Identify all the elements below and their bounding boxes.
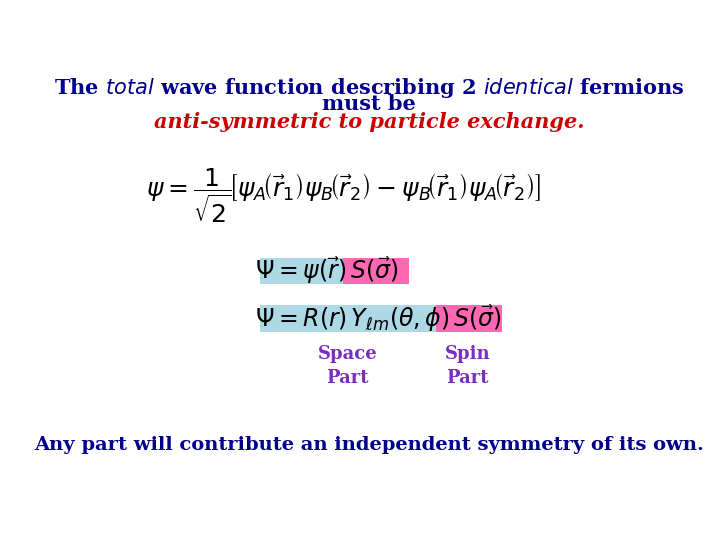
Text: Space
Part: Space Part [318, 346, 378, 387]
Text: $\Psi = R(r)\,Y_{\ell m}(\theta,\phi)\,S(\vec{\sigma})$: $\Psi = R(r)\,Y_{\ell m}(\theta,\phi)\,S… [255, 303, 501, 334]
Text: The $\mathit{total}$ wave function describing 2 $\mathit{identical}$ fermions: The $\mathit{total}$ wave function descr… [53, 76, 685, 100]
FancyBboxPatch shape [343, 258, 409, 284]
FancyBboxPatch shape [436, 305, 502, 332]
Text: $\psi = \dfrac{1}{\sqrt{2}}\!\left[\psi_A\!\left(\vec{r}_1\right)\psi_B\!\left(\: $\psi = \dfrac{1}{\sqrt{2}}\!\left[\psi_… [145, 166, 541, 225]
Text: Any part will contribute an independent symmetry of its own.: Any part will contribute an independent … [34, 436, 704, 454]
Text: anti-symmetric to particle exchange.: anti-symmetric to particle exchange. [154, 112, 584, 132]
FancyBboxPatch shape [260, 258, 343, 284]
FancyBboxPatch shape [260, 305, 436, 332]
Text: $\Psi = \psi(\vec{r})\,S(\vec{\sigma})$: $\Psi = \psi(\vec{r})\,S(\vec{\sigma})$ [255, 255, 398, 286]
Text: must be: must be [322, 94, 416, 114]
Text: Spin
Part: Spin Part [444, 346, 490, 387]
